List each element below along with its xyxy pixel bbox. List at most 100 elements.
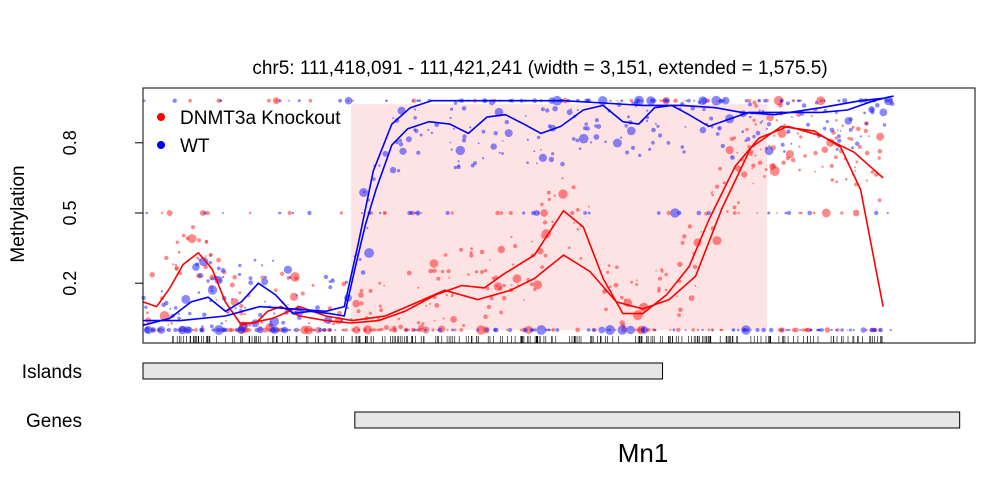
data-point bbox=[625, 150, 630, 155]
data-point bbox=[715, 132, 720, 136]
data-point bbox=[445, 210, 450, 216]
data-point bbox=[219, 99, 223, 103]
data-point bbox=[476, 325, 486, 335]
data-point bbox=[593, 134, 600, 140]
data-point bbox=[646, 109, 649, 112]
data-point bbox=[413, 116, 418, 120]
data-point bbox=[751, 163, 756, 168]
data-point bbox=[459, 247, 463, 252]
data-point bbox=[421, 322, 425, 326]
data-point bbox=[684, 126, 687, 128]
data-point bbox=[281, 320, 286, 325]
data-point bbox=[775, 119, 778, 122]
data-point bbox=[494, 107, 504, 117]
data-point bbox=[658, 276, 662, 281]
data-point bbox=[288, 276, 292, 279]
data-point bbox=[322, 328, 326, 332]
data-point bbox=[459, 328, 464, 332]
y-axis-label: Methylation bbox=[8, 165, 29, 262]
data-point bbox=[750, 329, 753, 331]
data-point bbox=[482, 157, 485, 160]
smooth-line-knockout-1 bbox=[142, 125, 884, 324]
data-point bbox=[360, 212, 363, 214]
data-point bbox=[693, 99, 696, 102]
data-point bbox=[854, 182, 858, 187]
data-point bbox=[640, 99, 643, 102]
data-point bbox=[609, 99, 612, 102]
data-point bbox=[889, 101, 895, 107]
data-point bbox=[711, 329, 714, 331]
data-point bbox=[417, 286, 420, 289]
data-point bbox=[427, 128, 430, 131]
data-point bbox=[424, 328, 427, 332]
data-point bbox=[783, 150, 786, 153]
data-point bbox=[741, 130, 745, 134]
data-point bbox=[573, 221, 575, 224]
data-point bbox=[411, 99, 414, 102]
data-point bbox=[694, 284, 697, 287]
data-point bbox=[440, 269, 445, 274]
data-point bbox=[524, 115, 527, 117]
data-point bbox=[243, 313, 246, 316]
data-point bbox=[676, 295, 679, 298]
data-point bbox=[790, 157, 796, 163]
data-point bbox=[266, 98, 271, 103]
data-point bbox=[813, 150, 818, 156]
data-point bbox=[197, 258, 200, 260]
data-point bbox=[719, 328, 722, 332]
legend-marker bbox=[157, 141, 165, 149]
data-point bbox=[799, 135, 803, 139]
data-point bbox=[594, 118, 600, 123]
data-point bbox=[844, 177, 848, 181]
data-point bbox=[502, 140, 504, 142]
data-point bbox=[749, 115, 752, 119]
data-point bbox=[344, 328, 348, 332]
data-point bbox=[533, 150, 536, 153]
data-point bbox=[787, 328, 790, 332]
data-point bbox=[397, 169, 401, 173]
data-point bbox=[431, 328, 435, 332]
data-point bbox=[737, 201, 740, 205]
data-point bbox=[651, 140, 655, 145]
data-point bbox=[436, 329, 439, 331]
data-point bbox=[849, 328, 852, 332]
data-point bbox=[840, 328, 844, 332]
data-point bbox=[538, 153, 548, 162]
data-point bbox=[747, 98, 752, 103]
data-point bbox=[664, 288, 668, 292]
data-point bbox=[685, 99, 688, 102]
data-point bbox=[718, 98, 723, 103]
data-point bbox=[842, 98, 848, 104]
data-point bbox=[773, 134, 776, 137]
smooth-line-knockout-2 bbox=[239, 125, 884, 327]
data-point bbox=[166, 329, 169, 331]
data-point bbox=[409, 211, 413, 215]
y-tick-label: 0.2 bbox=[60, 271, 80, 296]
data-point bbox=[540, 234, 543, 237]
smooth-line-wt-1 bbox=[142, 95, 894, 327]
data-point bbox=[168, 315, 171, 318]
data-point bbox=[575, 138, 580, 143]
data-point bbox=[551, 328, 556, 332]
data-point bbox=[807, 210, 812, 216]
data-point bbox=[308, 321, 311, 325]
data-point bbox=[419, 133, 423, 137]
data-point bbox=[829, 127, 835, 133]
data-point bbox=[768, 327, 774, 333]
data-point bbox=[531, 210, 536, 216]
data-point bbox=[501, 295, 507, 301]
data-point bbox=[579, 257, 583, 260]
data-point bbox=[555, 328, 560, 332]
y-tick-label: 0.5 bbox=[60, 200, 80, 225]
data-point bbox=[676, 327, 681, 333]
data-point bbox=[494, 327, 499, 333]
data-point bbox=[657, 289, 661, 293]
data-point bbox=[324, 316, 333, 324]
data-point bbox=[540, 107, 545, 112]
data-point bbox=[289, 292, 299, 301]
data-point bbox=[536, 325, 547, 335]
data-point bbox=[764, 146, 774, 156]
data-point bbox=[450, 148, 453, 151]
data-point bbox=[493, 131, 498, 136]
data-point bbox=[328, 285, 333, 290]
